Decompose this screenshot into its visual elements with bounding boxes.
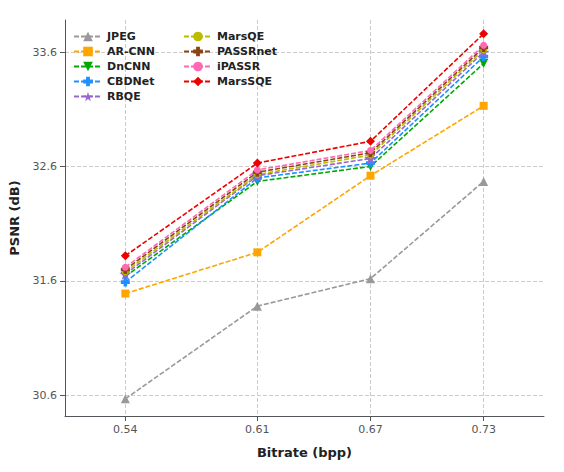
svg-text:PASSRnet: PASSRnet: [217, 45, 277, 58]
svg-text:DnCNN: DnCNN: [107, 60, 150, 73]
svg-text:0.54: 0.54: [113, 423, 138, 436]
svg-text:MarsQE: MarsQE: [217, 30, 264, 43]
svg-text:JPEG: JPEG: [106, 30, 136, 43]
svg-text:iPASSR: iPASSR: [217, 60, 261, 73]
svg-text:AR-CNN: AR-CNN: [107, 45, 155, 58]
svg-text:MarsSQE: MarsSQE: [217, 75, 272, 88]
svg-text:31.6: 31.6: [33, 274, 58, 287]
svg-text:RBQE: RBQE: [107, 90, 141, 103]
svg-text:32.6: 32.6: [33, 160, 58, 173]
svg-text:0.61: 0.61: [245, 423, 270, 436]
svg-text:Bitrate (bpp): Bitrate (bpp): [257, 445, 352, 460]
svg-text:30.6: 30.6: [33, 389, 58, 402]
svg-text:0.73: 0.73: [471, 423, 496, 436]
svg-text:33.6: 33.6: [33, 46, 58, 59]
svg-text:CBDNet: CBDNet: [107, 75, 155, 88]
svg-text:0.67: 0.67: [358, 423, 383, 436]
svg-text:PSNR (dB): PSNR (dB): [7, 180, 22, 255]
